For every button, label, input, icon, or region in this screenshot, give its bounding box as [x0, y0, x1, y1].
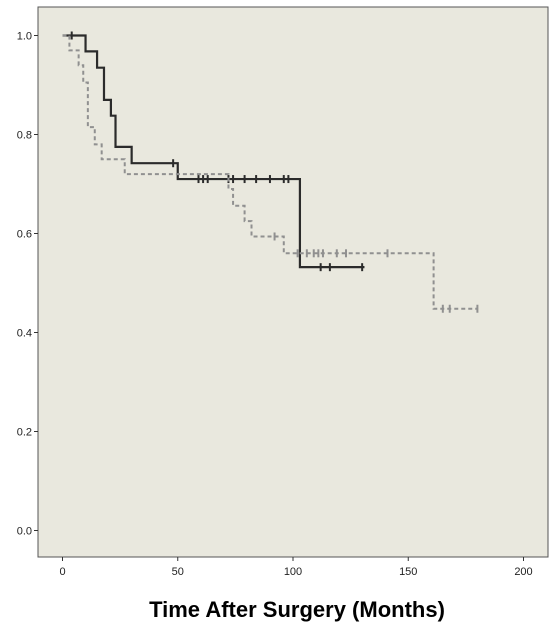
plot-area [37, 6, 549, 558]
x-tick-label: 100 [284, 566, 302, 578]
x-tick-label: 200 [514, 566, 532, 578]
y-tick-label: 1.0 [17, 31, 32, 43]
y-tick-label: 0.2 [17, 427, 32, 439]
y-tick-label: 0.4 [17, 328, 32, 340]
x-axis: 0 50 100 150 200 [59, 557, 533, 578]
x-tick-label: 150 [399, 566, 417, 578]
y-tick-label: 0.6 [17, 229, 32, 241]
x-tick-label: 0 [59, 566, 65, 578]
y-tick-label: 0.0 [17, 526, 32, 538]
series-layer [62, 31, 479, 313]
x-tick-label: 50 [172, 566, 184, 578]
y-axis: 0.0 0.2 0.4 0.6 0.8 1.0 [17, 31, 38, 538]
x-axis-title: Time After Surgery (Months) [149, 597, 445, 622]
survival-curve-2 [62, 34, 478, 310]
y-tick-label: 0.8 [17, 130, 32, 142]
